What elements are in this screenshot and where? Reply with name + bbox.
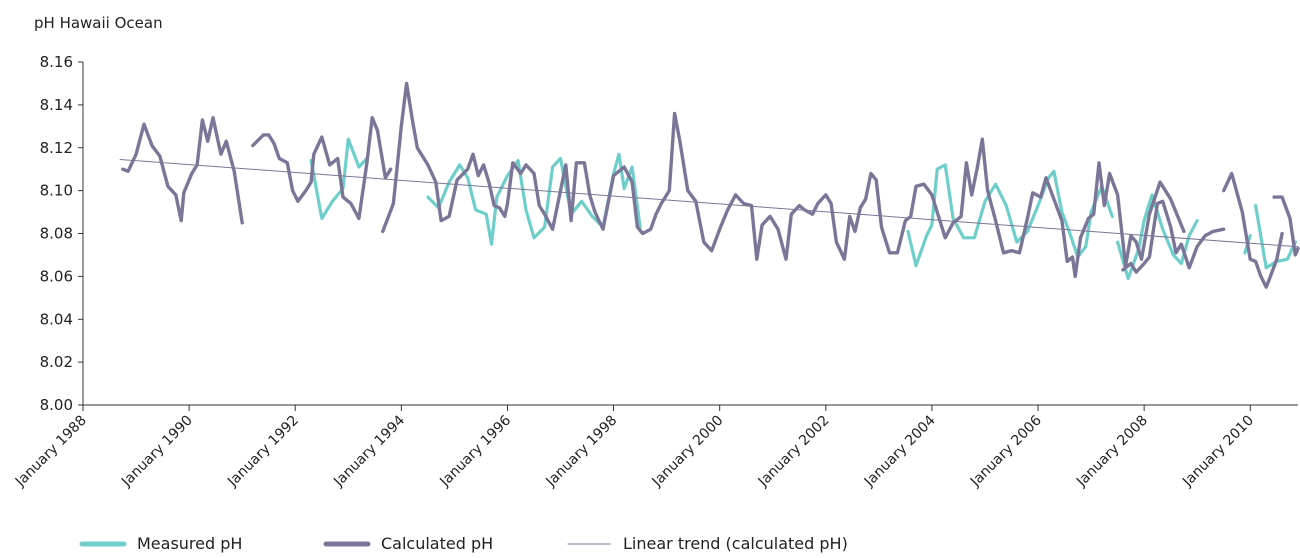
y-tick-label: 8.02 <box>40 353 73 371</box>
calculated-ph-line <box>381 81 1186 279</box>
plot-area <box>119 81 1300 289</box>
legend-label: Linear trend (calculated pH) <box>623 534 848 553</box>
calculated-ph-line <box>251 116 393 221</box>
x-tick-label: January 2004 <box>861 412 939 490</box>
legend-label: Measured pH <box>137 534 242 553</box>
linear-trend-calculated-ph-line <box>119 159 1299 248</box>
y-tick-label: 8.16 <box>40 53 73 71</box>
legend-label: Calculated pH <box>381 534 493 553</box>
y-axis-title: pH Hawaii Ocean <box>34 14 163 32</box>
x-tick-label: January 1992 <box>224 413 302 491</box>
x-tick-label: January 1990 <box>118 413 196 491</box>
x-tick-label: January 2000 <box>649 413 727 491</box>
y-tick-label: 8.12 <box>40 139 73 157</box>
legend: Measured pH Calculated pH Linear trend (ca… <box>79 534 848 553</box>
calculated-ph-line <box>121 116 244 225</box>
x-tick-label: January 1988 <box>12 413 90 491</box>
calculated-ph-line <box>1121 199 1226 274</box>
y-tick-label: 8.14 <box>40 96 73 114</box>
x-tick-label: January 1994 <box>330 412 408 490</box>
y-axis: 8.00 8.02 8.04 8.06 8.08 8.10 8.12 8.14 8.16 <box>40 53 84 414</box>
x-tick-label: January 2010 <box>1179 413 1257 491</box>
calculated-ph-line <box>1272 195 1300 257</box>
y-tick-label: 8.10 <box>40 182 73 200</box>
y-tick-label: 8.00 <box>40 396 73 414</box>
x-tick-label: January 2006 <box>967 412 1045 490</box>
x-tick-label: January 2008 <box>1073 413 1151 491</box>
x-axis: January 1988 January 1990 January 1992 Janu… <box>12 404 1298 491</box>
x-tick-label: January 1996 <box>436 412 514 490</box>
y-tick-label: 8.08 <box>40 225 73 243</box>
y-tick-label: 8.04 <box>40 310 73 328</box>
y-tick-label: 8.06 <box>40 267 73 285</box>
calculated-ph-line <box>1222 171 1284 289</box>
x-tick-label: January 1998 <box>543 413 621 491</box>
x-tick-label: January 2002 <box>755 413 833 491</box>
